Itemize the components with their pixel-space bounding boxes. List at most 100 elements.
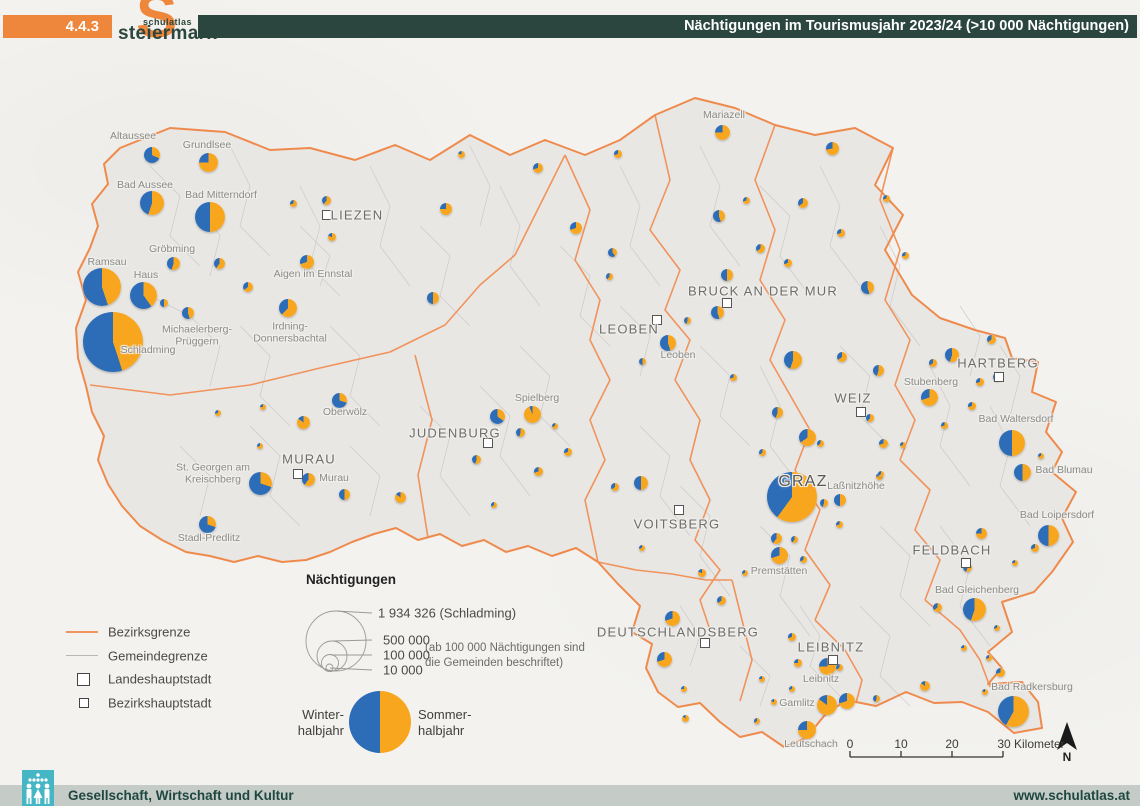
town-label-irdning-donnersbachtal: Irdning- Donnersbachtal	[253, 320, 327, 344]
footer-category: Gesellschaft, Wirtschaft und Kultur	[68, 788, 294, 803]
pie	[784, 259, 792, 267]
pie	[440, 203, 452, 215]
pie	[755, 243, 765, 253]
pie	[243, 282, 253, 292]
pie	[605, 272, 613, 280]
pie	[940, 421, 948, 429]
town-label-ramsau: Ramsau	[87, 256, 127, 269]
pie	[835, 663, 843, 671]
town-label-bad-loipersdorf: Bad Loipersdorf	[1019, 509, 1095, 522]
pie	[872, 694, 880, 702]
pie	[570, 222, 582, 234]
city-label-leibnitz: LEIBNITZ	[797, 639, 865, 655]
town-label-leoben: Leoben	[660, 349, 696, 362]
pie	[878, 438, 888, 448]
city-label-weiz: WEIZ	[834, 390, 872, 406]
bezirkshauptstadt-square-weiz	[856, 407, 866, 417]
pie-bad-blumau	[1013, 463, 1031, 481]
pie	[328, 233, 336, 241]
map-title-bar: Nächtigungen im Tourismusjahr 2023/24 (>…	[198, 15, 1137, 38]
pie	[1038, 453, 1044, 459]
pie	[215, 410, 221, 416]
pie	[986, 334, 996, 344]
municipal-borders	[149, 145, 1031, 707]
municipal-border-sample	[66, 655, 98, 656]
town-label-schladming: Schladming	[120, 344, 176, 357]
pie-stadl-predlitz	[198, 515, 216, 533]
legend-circle-100k: 100 000	[383, 647, 430, 663]
town-label-grundlsee: Grundlsee	[182, 139, 232, 152]
town-label-bad-blumau: Bad Blumau	[1035, 464, 1093, 477]
pie-gröbming	[166, 256, 180, 270]
town-label-spielberg: Spielberg	[514, 392, 560, 405]
town-label-mariazell: Mariazell	[702, 109, 746, 122]
pie	[968, 402, 976, 410]
pie	[920, 681, 930, 691]
footer-bar	[0, 785, 1140, 806]
legend-gemeindegrenze: Gemeindegrenze	[108, 648, 208, 664]
pie	[770, 532, 782, 544]
pie	[427, 292, 439, 304]
scale-label-20: 20	[945, 737, 959, 751]
scale-label-30km: 30 Kilometer	[997, 737, 1065, 751]
pie	[771, 699, 777, 705]
legend-bezirksgrenze: Bezirksgrenze	[108, 624, 191, 640]
pie	[683, 316, 691, 324]
bezirkshauptstadt-square-bruck-an-der-mur	[722, 298, 732, 308]
city-label-leoben: LEOBEN	[599, 321, 659, 337]
pie-bad-mitterndorf	[195, 202, 225, 232]
town-label-oberwölz: Oberwölz	[322, 406, 368, 419]
pie-altaussee	[144, 147, 160, 163]
pie-schladming	[83, 312, 143, 372]
pie-bad-gleichenberg	[962, 597, 986, 621]
pie	[758, 448, 766, 456]
logo-schulatlas-text: schulatlas	[143, 17, 193, 27]
pie	[489, 408, 505, 424]
town-label-laßnitzhöhe: Laßnitzhöhe	[827, 480, 885, 493]
town-label-bad-radkersburg: Bad Radkersburg	[991, 681, 1073, 694]
scale-label-10: 10	[894, 737, 908, 751]
pie	[986, 655, 992, 661]
legend-title: Nächtigungen	[306, 572, 396, 587]
pie	[794, 659, 802, 667]
town-label-gamlitz: Gamlitz	[779, 697, 815, 710]
legend-max-circle-label: 1 934 326 (Schladming)	[378, 605, 517, 621]
pie-premstätten	[770, 546, 788, 564]
pie	[835, 520, 843, 528]
pie	[296, 415, 310, 429]
town-label-michaelerberg-prüggern: Michaelerberg- Prüggern	[161, 323, 233, 347]
district-border-sample	[66, 631, 98, 633]
pie	[681, 714, 689, 722]
pie-leoben	[660, 335, 676, 351]
bezirkshauptstadt-square-hartberg	[994, 372, 1004, 382]
pie	[754, 718, 760, 724]
pie	[698, 569, 706, 577]
pie	[638, 357, 646, 365]
legend-note-line2: die Gemeinden beschriftet)	[425, 657, 564, 669]
footer-website-link[interactable]: www.schulatlas.at	[1013, 788, 1130, 803]
pie	[1012, 560, 1018, 566]
pie	[710, 305, 724, 319]
pie	[394, 491, 406, 503]
legend-landeshauptstadt: Landeshauptstadt	[108, 671, 212, 687]
city-label-bruck-an-der-mur: BRUCK AN DER MUR	[688, 283, 838, 299]
legend-summer-label: Sommer-halbjahr	[418, 707, 472, 739]
pie	[901, 251, 909, 259]
chapter-code-badge: 4.4.3	[3, 15, 112, 38]
pie	[639, 545, 645, 551]
city-label-feldbach: FELDBACH	[912, 542, 992, 558]
pie-bad-loipersdorf	[1037, 524, 1059, 546]
town-label-gröbming: Gröbming	[148, 243, 196, 256]
bezirkshauptstadt-symbol	[79, 698, 89, 708]
pie-haus	[129, 281, 157, 309]
pie	[213, 257, 225, 269]
pie-grundlsee	[198, 152, 218, 172]
bezirkshauptstadt-square-judenburg	[483, 438, 493, 448]
pie	[533, 163, 543, 173]
pie	[729, 373, 737, 381]
town-label-aigen-im-ennstal: Aigen im Ennstal	[273, 268, 353, 281]
pie	[961, 645, 967, 651]
pie	[1031, 544, 1039, 552]
scale-bar	[849, 751, 1004, 758]
